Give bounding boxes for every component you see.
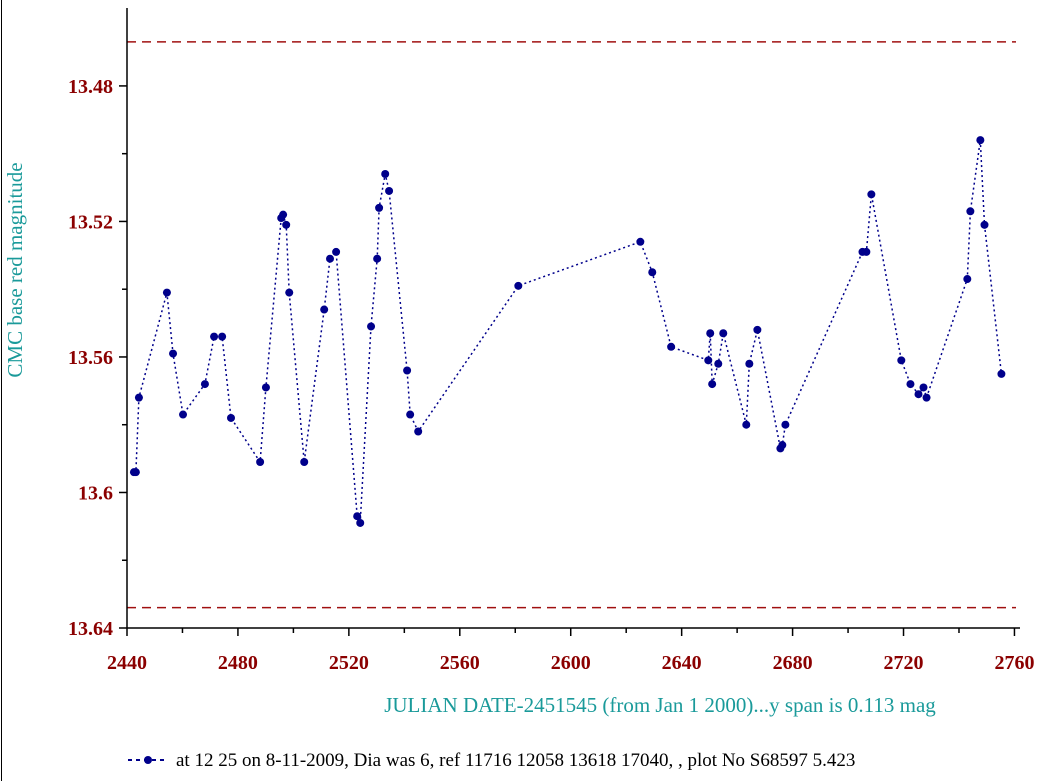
data-point (367, 322, 376, 331)
data-point (320, 305, 329, 314)
data-point (922, 393, 931, 402)
data-point (862, 247, 871, 256)
data-point (373, 254, 382, 263)
data-point (745, 359, 754, 368)
data-point (897, 356, 906, 365)
data-point (200, 380, 209, 389)
data-point (285, 288, 294, 297)
data-point (648, 268, 657, 277)
data-point (514, 281, 523, 290)
data-point (256, 457, 265, 466)
data-point (300, 457, 309, 466)
data-point (919, 383, 928, 392)
data-point (282, 220, 291, 229)
data-point (636, 237, 645, 246)
data-point (162, 288, 171, 297)
data-point (963, 275, 972, 284)
data-point (385, 186, 394, 195)
data-point (375, 203, 384, 212)
x-tick-label: 2520 (329, 652, 369, 674)
x-tick-label: 2680 (773, 652, 813, 674)
data-point (353, 512, 362, 521)
x-tick-label: 2440 (107, 652, 147, 674)
data-point (279, 210, 288, 219)
data-point (356, 518, 365, 527)
data-point (976, 136, 985, 145)
data-point (134, 393, 143, 402)
x-tick-label: 2480 (218, 652, 258, 674)
data-point (906, 380, 915, 389)
data-point (179, 410, 188, 419)
data-point (708, 380, 717, 389)
data-point (326, 254, 335, 263)
data-point (667, 342, 676, 351)
data-point (169, 349, 178, 358)
legend-marker (144, 756, 152, 764)
y-tick-label: 13.56 (68, 347, 113, 369)
data-point (719, 329, 728, 338)
data-point (704, 356, 713, 365)
x-tick-label: 2760 (994, 652, 1034, 674)
data-point (403, 366, 412, 375)
legend-label: at 12 25 on 8-11-2009, Dia was 6, ref 11… (176, 750, 855, 771)
y-tick-label: 13.6 (78, 482, 113, 504)
y-axis-title: CMC base red magnitude (3, 162, 27, 377)
data-point (781, 420, 790, 429)
data-point (261, 383, 270, 392)
x-axis-title: JULIAN DATE-2451545 (from Jan 1 2000)...… (384, 693, 936, 717)
data-point (742, 420, 751, 429)
x-tick-label: 2720 (884, 652, 924, 674)
y-tick-label: 13.64 (68, 618, 113, 640)
data-point (914, 390, 923, 399)
data-point (753, 325, 762, 334)
data-point (131, 468, 140, 477)
data-point (778, 441, 787, 450)
y-tick-label: 13.48 (68, 76, 113, 98)
legend: at 12 25 on 8-11-2009, Dia was 6, ref 11… (128, 750, 855, 771)
x-tick-label: 2640 (662, 652, 702, 674)
data-point (210, 332, 219, 341)
data-point (867, 190, 876, 199)
data-point (997, 369, 1006, 378)
data-point (714, 359, 723, 368)
x-tick-label: 2600 (551, 652, 591, 674)
data-point (218, 332, 227, 341)
data-point (966, 207, 975, 216)
series-line (133, 139, 1003, 524)
data-point (980, 220, 989, 229)
data-point (414, 427, 423, 436)
data-point (381, 170, 390, 179)
data-point (706, 329, 715, 338)
data-point (406, 410, 415, 419)
data-point (332, 247, 341, 256)
x-tick-label: 2560 (440, 652, 480, 674)
data-point (226, 413, 235, 422)
y-tick-label: 13.52 (68, 211, 113, 233)
